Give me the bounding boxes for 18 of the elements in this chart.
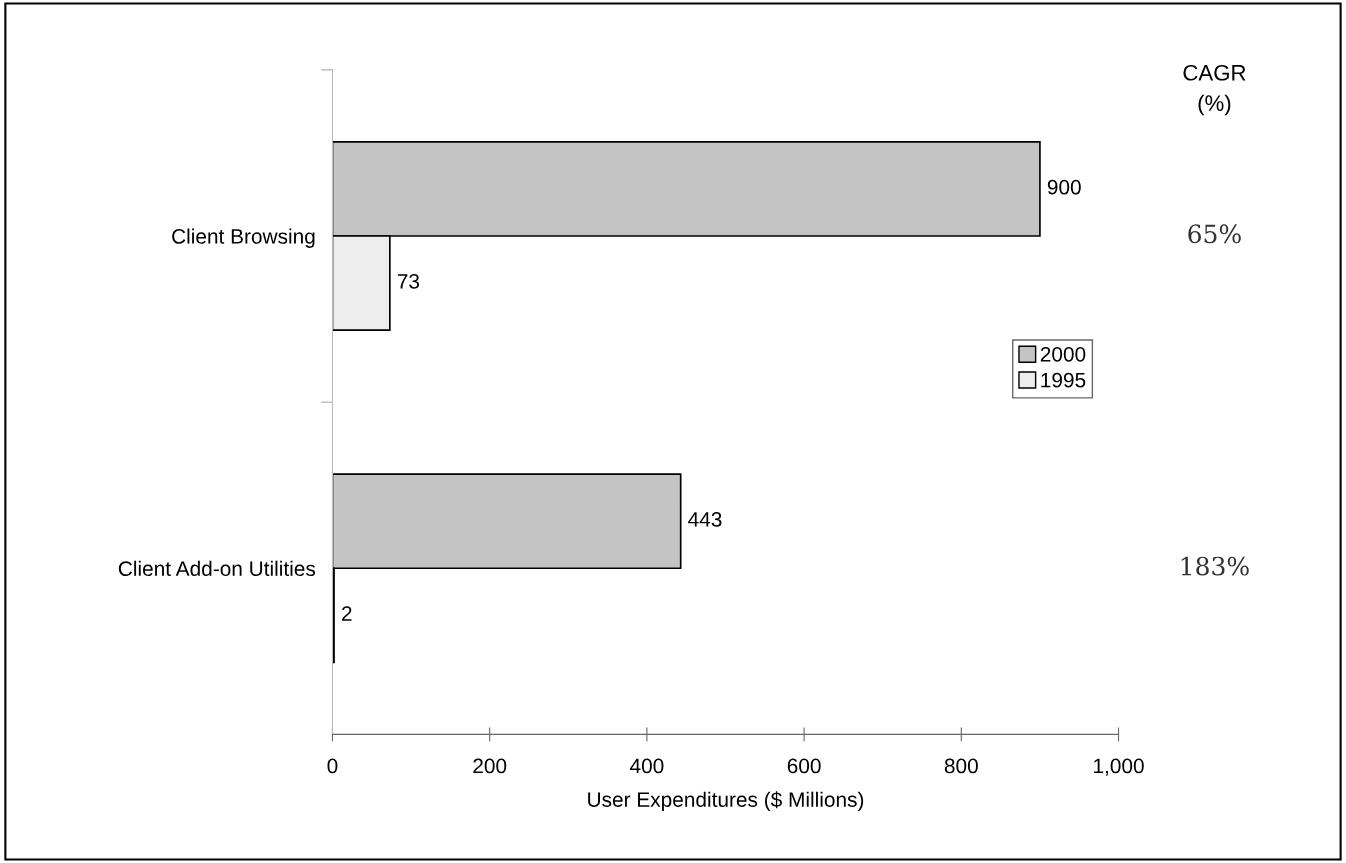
x-tick-label: 800 xyxy=(944,758,978,774)
x-tick-label: 400 xyxy=(629,758,664,774)
data-label: 2 xyxy=(342,606,352,621)
x-tick-label: 200 xyxy=(473,758,507,774)
x-tick-label: 600 xyxy=(787,758,821,774)
legend-label: 1995 xyxy=(1041,372,1086,388)
data-label: 900 xyxy=(1047,179,1081,195)
data-label: 443 xyxy=(688,512,722,527)
x-axis-title: User Expenditures ($ Millions) xyxy=(588,791,864,812)
y-tick-label: Client Browsing xyxy=(172,228,315,248)
text: 183% xyxy=(1181,556,1249,576)
legend-label: 2000 xyxy=(1040,346,1086,362)
text: CAGR (%) xyxy=(1183,64,1246,116)
x-tick-label: 1,000 xyxy=(1094,758,1144,776)
text: 65% xyxy=(1188,224,1241,244)
y-tick-label: Client Add-on Utilities xyxy=(118,560,316,577)
data-label: 73 xyxy=(397,273,420,289)
x-tick-label: 0 xyxy=(327,758,338,774)
